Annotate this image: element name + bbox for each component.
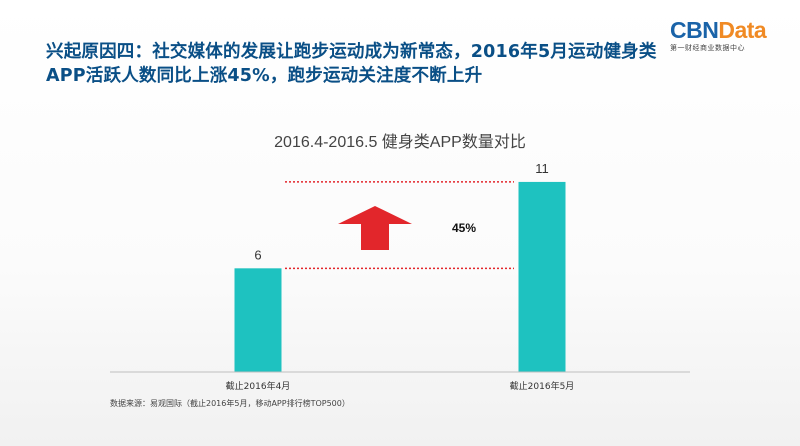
logo: CBNData 第一财经商业数据中心 <box>670 18 782 53</box>
bar-1 <box>234 268 282 372</box>
bar-value-label: 6 <box>254 247 261 262</box>
bar-2 <box>518 181 566 372</box>
headline: 兴起原因四：社交媒体的发展让跑步运动成为新常态，2016年5月运动健身类APP活… <box>46 42 657 86</box>
x-tick-label: 截止2016年5月 <box>510 380 575 392</box>
chart-title: 2016.4-2016.5 健身类APP数量对比 <box>274 134 526 151</box>
source-note: 数据来源：易观国际（截止2016年5月，移动APP排行榜TOP500） <box>110 399 350 408</box>
bar-value-label: 11 <box>535 161 549 176</box>
logo-wordmark: CBNData <box>670 18 782 42</box>
growth-label: 45% <box>452 221 476 235</box>
logo-brand-b: Data <box>718 17 767 43</box>
logo-tagline: 第一财经商业数据中心 <box>670 44 745 52</box>
logo-brand-a: CBN <box>670 17 719 43</box>
x-tick-label: 截止2016年4月 <box>226 380 291 392</box>
up-arrow-icon <box>338 206 412 250</box>
